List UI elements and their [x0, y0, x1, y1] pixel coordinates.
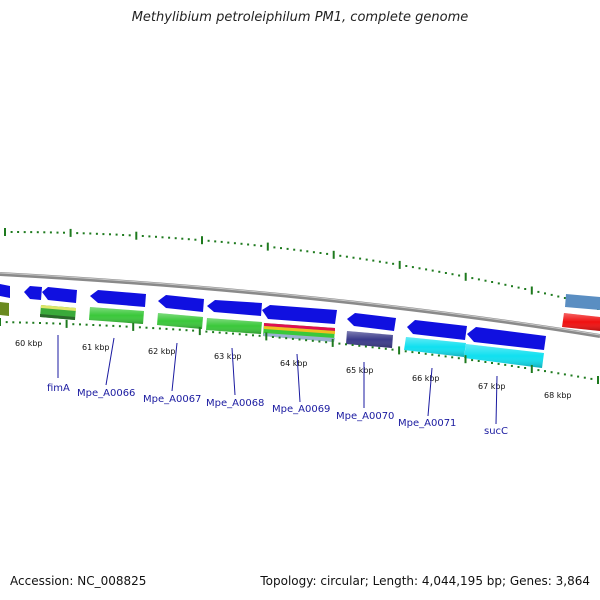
gene-arrow[interactable] — [158, 295, 204, 312]
gene-arrow[interactable] — [467, 327, 546, 350]
gene-arrow[interactable] — [24, 286, 42, 300]
kbp-label: 67 kbp — [478, 382, 506, 391]
gene-label-mpe-a0069[interactable]: Mpe_A0069 — [272, 404, 330, 415]
cog-bar[interactable] — [0, 302, 9, 316]
kbp-label: 64 kbp — [280, 359, 308, 368]
gene-label-mpe-a0068[interactable]: Mpe_A0068 — [206, 398, 264, 409]
kbp-label: 60 kbp — [15, 339, 43, 348]
kbp-label: 61 kbp — [82, 343, 110, 352]
gene-arrow[interactable] — [0, 284, 10, 298]
gene-arrow[interactable] — [207, 300, 262, 316]
kbp-label: 65 kbp — [346, 366, 374, 375]
kbp-label: 68 kbp — [544, 391, 572, 400]
gene-arrow[interactable] — [42, 287, 77, 303]
outer-tick-ring — [4, 228, 599, 310]
gene-label-fimA[interactable]: fimA — [47, 383, 70, 394]
accession-text: Accession: NC_008825 — [10, 574, 147, 588]
gene-label-mpe-a0070[interactable]: Mpe_A0070 — [336, 411, 394, 422]
bevel-overlay — [89, 307, 600, 368]
gene-arrow[interactable] — [407, 320, 467, 340]
gene-label-mpe-a0071[interactable]: Mpe_A0071 — [398, 418, 456, 429]
gene-label-mpe-a0066[interactable]: Mpe_A0066 — [77, 388, 135, 399]
gene-label-sucC[interactable]: sucC — [484, 426, 508, 437]
topology-stats: Topology: circular; Length: 4,044,195 bp… — [260, 574, 590, 588]
forward-strand — [0, 284, 600, 350]
gene-arrow[interactable] — [565, 294, 600, 310]
kbp-label: 63 kbp — [214, 352, 242, 361]
inner-tick-ring — [0, 318, 599, 384]
gene-arrow[interactable] — [90, 290, 146, 307]
genome-backbone — [0, 272, 600, 338]
kbp-label: 66 kbp — [412, 374, 440, 383]
gene-labels: fimA Mpe_A0066 Mpe_A0067 Mpe_A0068 Mpe_A… — [47, 383, 508, 437]
gene-label-mpe-a0067[interactable]: Mpe_A0067 — [143, 394, 201, 405]
kbp-label: 62 kbp — [148, 347, 176, 356]
gene-arrow[interactable] — [347, 313, 396, 331]
label-leaders — [57, 335, 498, 425]
kbp-scale: 60 kbp 61 kbp 62 kbp 63 kbp 64 kbp 65 kb… — [15, 339, 572, 400]
genome-title: Methylibium petroleiphilum PM1, complete… — [131, 10, 469, 25]
gene-arrow[interactable] — [262, 305, 337, 324]
